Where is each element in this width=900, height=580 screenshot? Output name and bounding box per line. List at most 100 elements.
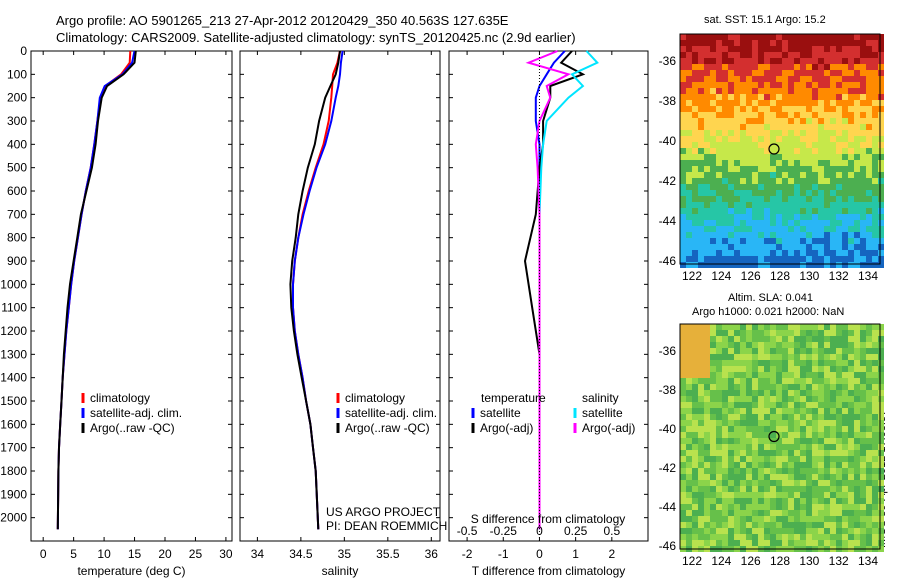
sst-map-cell — [728, 118, 734, 124]
sst-map-cell — [818, 178, 824, 184]
sst-map-cell — [680, 154, 686, 160]
sla-map-cell — [818, 444, 824, 450]
sst-map-cell — [788, 64, 794, 70]
sst-map-cell — [782, 142, 788, 148]
sla-map-cell — [782, 354, 788, 360]
sst-map-cell — [752, 232, 758, 238]
sst-map-cell — [836, 244, 842, 250]
sst-map-cell — [866, 220, 872, 226]
sst-map-cell — [824, 88, 830, 94]
sst-map-cell — [800, 160, 806, 166]
sla-map-cell — [800, 474, 806, 480]
sla-map-cell — [716, 516, 722, 522]
sla-map-cell — [842, 426, 848, 432]
sst-map-cell — [782, 136, 788, 142]
sst-map-cell — [704, 220, 710, 226]
sst-map-cell — [698, 40, 704, 46]
sla-map-cell — [722, 330, 728, 336]
sst-map-cell — [722, 148, 728, 154]
sst-map-cell — [734, 154, 740, 160]
sla-map-cell — [830, 414, 836, 420]
diff-legend-temp-title: temperature — [481, 391, 546, 405]
sst-map-cell — [788, 202, 794, 208]
sla-map-cell — [818, 348, 824, 354]
sla-map-cell — [800, 348, 806, 354]
sla-map-cell — [764, 372, 770, 378]
sst-map-cell — [806, 100, 812, 106]
sla-map-cell — [686, 456, 692, 462]
sla-map-cell — [794, 438, 800, 444]
sla-map-cell — [812, 348, 818, 354]
sst-map-cell — [692, 64, 698, 70]
sst-map-cell — [716, 178, 722, 184]
sst-map-cell — [740, 148, 746, 154]
sla-map-cell — [872, 528, 878, 534]
sla-map-cell — [830, 474, 836, 480]
sla-map-cell — [740, 492, 746, 498]
sst-map-cell — [740, 226, 746, 232]
sla-map-cell — [860, 360, 866, 366]
sla-map-cell — [752, 534, 758, 540]
sla-map-cell — [878, 540, 884, 546]
sst-map-cell — [872, 82, 878, 88]
sla-map-cell — [764, 396, 770, 402]
sst-map-cell — [818, 160, 824, 166]
panel-1-xtick-label: 34.5 — [289, 547, 313, 561]
sst-map-cell — [818, 94, 824, 100]
sla-map-cell — [740, 426, 746, 432]
sst-map-cell — [830, 178, 836, 184]
sla-map-cell — [728, 414, 734, 420]
sst-map-cell — [740, 34, 746, 40]
sst-map-cell — [806, 142, 812, 148]
sla-map-cell — [692, 336, 698, 342]
sst-map-cell — [758, 88, 764, 94]
sla-map-cell — [836, 384, 842, 390]
sla-map-cell — [692, 438, 698, 444]
depth-tick-label: 600 — [7, 184, 27, 198]
sla-map-cell — [746, 372, 752, 378]
sst-map-cell — [752, 250, 758, 256]
sst-map-cell — [710, 154, 716, 160]
sla-map-cell — [818, 420, 824, 426]
sla-map-cell — [716, 372, 722, 378]
sla-map-cell — [716, 414, 722, 420]
sst-map-cell — [848, 250, 854, 256]
sla-map-cell — [806, 342, 812, 348]
sla-map-cell — [722, 324, 728, 330]
sla-map-cell — [740, 324, 746, 330]
sst-map-cell — [788, 82, 794, 88]
sst-map-cell — [758, 82, 764, 88]
sst-map-cell — [842, 82, 848, 88]
sla-map-cell — [824, 360, 830, 366]
sla-map-cell — [776, 324, 782, 330]
sst-map-cell — [716, 166, 722, 172]
sst-map-cell — [752, 70, 758, 76]
sla-map-cell — [710, 504, 716, 510]
sst-map-cell — [704, 94, 710, 100]
sla-map-cell — [836, 432, 842, 438]
sst-map-cell — [776, 238, 782, 244]
sst-map-cell — [860, 112, 866, 118]
sst-map-cell — [770, 130, 776, 136]
sst-map-cell — [818, 250, 824, 256]
sst-map-cell — [800, 214, 806, 220]
sst-map-cell — [872, 226, 878, 232]
sst-map-cell — [794, 106, 800, 112]
sst-map-cell — [752, 40, 758, 46]
sla-map-cell — [836, 486, 842, 492]
sst-map-cell — [806, 118, 812, 124]
sst-map-cell — [686, 172, 692, 178]
sla-map-cell — [860, 462, 866, 468]
sla-map-cell — [770, 366, 776, 372]
sst-map-cell — [710, 136, 716, 142]
sla-map-cell — [686, 354, 692, 360]
sst-map-cell — [848, 154, 854, 160]
sla-map-cell — [812, 366, 818, 372]
sst-map-cell — [818, 52, 824, 58]
sla-map-cell — [782, 474, 788, 480]
sla-map-cell — [824, 468, 830, 474]
sst-map-cell — [722, 76, 728, 82]
sst-map-cell — [848, 160, 854, 166]
sla-map-cell — [716, 354, 722, 360]
sla-map-cell — [872, 432, 878, 438]
